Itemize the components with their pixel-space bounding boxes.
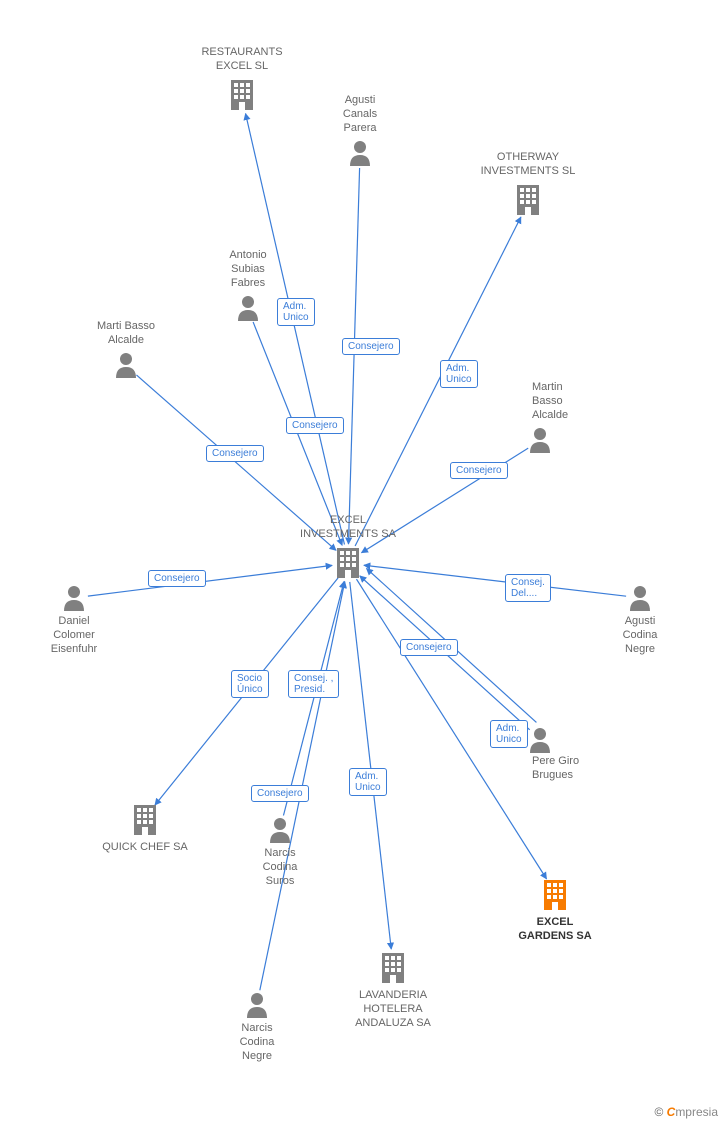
node-quick_chef[interactable]: QUICK CHEF SA bbox=[131, 803, 159, 842]
person-icon bbox=[236, 295, 260, 326]
node-daniel[interactable]: Daniel Colomer Eisenfuhr bbox=[62, 585, 86, 616]
edge-label: Adm. Unico bbox=[440, 360, 478, 388]
node-label: Narcis Codina Negre bbox=[197, 1022, 317, 1063]
edge-label: Socio Único bbox=[231, 670, 269, 698]
building-icon bbox=[228, 78, 256, 117]
footer-attribution: © Cmpresia bbox=[654, 1105, 718, 1119]
node-lavanderia[interactable]: LAVANDERIA HOTELERA ANDALUZA SA bbox=[379, 951, 407, 990]
node-label: OTHERWAY INVESTMENTS SL bbox=[468, 151, 588, 179]
node-label: Narcis Codina Suros bbox=[220, 847, 340, 888]
edge-lavanderia-excel_inv bbox=[350, 582, 391, 949]
edge-label: Consejero bbox=[342, 338, 400, 355]
edge-label: Adm. Unico bbox=[490, 720, 528, 748]
person-icon bbox=[528, 727, 552, 758]
node-label: RESTAURANTS EXCEL SL bbox=[182, 46, 302, 74]
copyright-symbol: © bbox=[654, 1105, 663, 1119]
node-label: Daniel Colomer Eisenfuhr bbox=[14, 615, 134, 656]
edge-label: Consejero bbox=[400, 639, 458, 656]
node-label: Antonio Subias Fabres bbox=[188, 249, 308, 290]
node-narcis_cs[interactable]: Narcis Codina Suros bbox=[268, 817, 292, 848]
person-icon bbox=[114, 352, 138, 383]
person-icon bbox=[268, 817, 292, 848]
node-label: LAVANDERIA HOTELERA ANDALUZA SA bbox=[333, 989, 453, 1030]
brand-c: C bbox=[667, 1105, 676, 1119]
person-icon bbox=[62, 585, 86, 616]
node-label: Agusti Codina Negre bbox=[580, 615, 700, 656]
node-label: EXCEL GARDENS SA bbox=[495, 916, 615, 944]
building-icon bbox=[334, 546, 362, 585]
edge-label: Adm. Unico bbox=[277, 298, 315, 326]
edge-agusti_cn-excel_inv bbox=[364, 565, 626, 596]
edge-agusti_cp-excel_inv bbox=[348, 168, 359, 544]
edge-label: Consejero bbox=[206, 445, 264, 462]
edge-label: Consejero bbox=[286, 417, 344, 434]
node-excel_gardens[interactable]: EXCEL GARDENS SA bbox=[541, 878, 569, 917]
node-narcis_cn[interactable]: Narcis Codina Negre bbox=[245, 992, 269, 1023]
node-agusti_cn[interactable]: Agusti Codina Negre bbox=[628, 585, 652, 616]
edge-narcis_cs-excel_inv bbox=[283, 581, 344, 815]
building-icon bbox=[541, 878, 569, 917]
node-pere[interactable]: Pere Giro Brugues bbox=[528, 727, 552, 758]
node-label: Marti Basso Alcalde bbox=[66, 320, 186, 348]
node-label: EXCEL INVESTMENTS SA bbox=[288, 514, 408, 542]
node-label: Agusti Canals Parera bbox=[300, 94, 420, 135]
edge-label: Consej. Del.... bbox=[505, 574, 551, 602]
node-antonio[interactable]: Antonio Subias Fabres bbox=[236, 295, 260, 326]
person-icon bbox=[528, 427, 552, 458]
edge-label: Consejero bbox=[450, 462, 508, 479]
person-icon bbox=[245, 992, 269, 1023]
edge-label: Consej. , Presid. bbox=[288, 670, 339, 698]
node-excel_inv[interactable]: EXCEL INVESTMENTS SA bbox=[334, 546, 362, 585]
node-label: Martin Basso Alcalde bbox=[532, 381, 652, 422]
node-otherway[interactable]: OTHERWAY INVESTMENTS SL bbox=[514, 183, 542, 222]
edge-label: Consejero bbox=[251, 785, 309, 802]
building-icon bbox=[514, 183, 542, 222]
node-label: QUICK CHEF SA bbox=[85, 841, 205, 855]
node-martin[interactable]: Martin Basso Alcalde bbox=[528, 427, 552, 458]
edge-daniel-excel_inv bbox=[88, 565, 332, 596]
node-restaurants[interactable]: RESTAURANTS EXCEL SL bbox=[228, 78, 256, 117]
building-icon bbox=[131, 803, 159, 842]
person-icon bbox=[348, 140, 372, 171]
edge-label: Adm. Unico bbox=[349, 768, 387, 796]
node-label: Pere Giro Brugues bbox=[532, 755, 652, 783]
edge-restaurants-excel_inv bbox=[246, 114, 345, 545]
building-icon bbox=[379, 951, 407, 990]
person-icon bbox=[628, 585, 652, 616]
brand-rest: mpresia bbox=[675, 1105, 718, 1119]
node-marti[interactable]: Marti Basso Alcalde bbox=[114, 352, 138, 383]
edge-otherway-excel_inv bbox=[355, 217, 521, 546]
edge-label: Consejero bbox=[148, 570, 206, 587]
node-agusti_cp[interactable]: Agusti Canals Parera bbox=[348, 140, 372, 171]
